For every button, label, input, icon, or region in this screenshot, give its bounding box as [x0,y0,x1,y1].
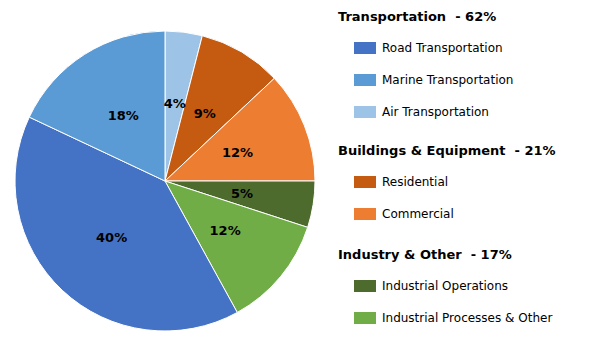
svg-text:Marine Transportation: Marine Transportation [382,73,513,87]
svg-text:Industrial Operations: Industrial Operations [382,279,508,293]
svg-text:Industrial Processes & Other: Industrial Processes & Other [382,311,552,325]
svg-text:Air Transportation: Air Transportation [382,105,489,119]
svg-text:Residential: Residential [382,175,448,189]
svg-text:Industry & Other - 17%: Industry & Other - 17% [338,247,512,262]
svg-text:4%: 4% [164,96,186,111]
svg-text:Transportation - 62%: Transportation - 62% [338,9,496,24]
svg-text:12%: 12% [222,145,253,160]
svg-text:Commercial: Commercial [382,207,454,221]
svg-text:Buildings & Equipment - 21%: Buildings & Equipment - 21% [338,143,556,158]
svg-text:12%: 12% [210,223,241,238]
svg-text:Road Transportation: Road Transportation [382,41,503,55]
svg-text:40%: 40% [96,230,127,245]
svg-text:18%: 18% [108,108,139,123]
svg-text:9%: 9% [194,106,216,121]
svg-text:5%: 5% [231,186,253,201]
